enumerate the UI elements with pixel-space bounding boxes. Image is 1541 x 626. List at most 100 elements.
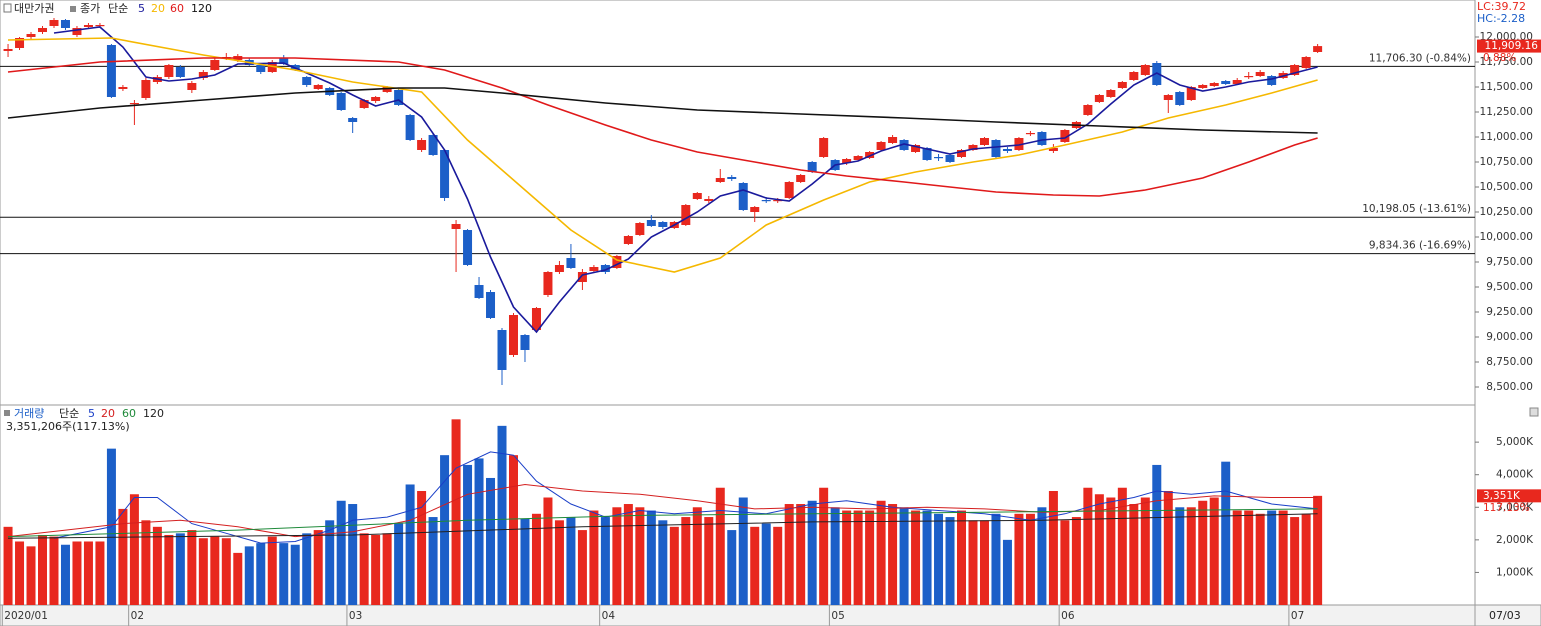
candle-body	[394, 90, 404, 105]
volume-bar	[15, 541, 25, 605]
candle-body	[1186, 87, 1196, 100]
volume-bar	[175, 533, 185, 605]
candle-body	[612, 256, 622, 268]
y-tick-label: 11,500.00	[1480, 81, 1533, 93]
candle-body	[49, 20, 59, 26]
candle-body	[934, 157, 944, 159]
volume-ma-line	[7, 513, 1318, 539]
candle-body	[635, 223, 645, 235]
candle-body	[1267, 76, 1277, 85]
candle-body	[95, 25, 105, 27]
candle-body	[727, 177, 737, 179]
candle-body	[382, 87, 392, 92]
candle-body	[692, 193, 702, 199]
candle-body	[359, 100, 369, 108]
y-tick-label: 9,250.00	[1486, 306, 1533, 318]
candle-body	[945, 155, 955, 162]
volume-bar	[1117, 487, 1127, 605]
volume-bar	[1060, 520, 1070, 605]
volume-bar	[957, 510, 967, 605]
candle-body	[417, 140, 427, 150]
date-label: 07/03	[1489, 609, 1521, 622]
reference-label: 10,198.05 (-13.61%)	[1362, 203, 1471, 215]
volume-bar	[968, 520, 978, 605]
y-tick-label: 5,000K	[1496, 436, 1534, 448]
candle-body	[1163, 95, 1173, 100]
volume-bar	[531, 513, 541, 605]
candle-body	[1083, 105, 1093, 115]
candle-body	[348, 118, 358, 122]
volume-bar	[118, 508, 128, 605]
ma-type: 단순	[108, 2, 128, 15]
volume-bar	[600, 517, 610, 605]
volume-bar	[945, 517, 955, 605]
candle-body	[1313, 46, 1323, 52]
x-tick-label: 07	[1291, 610, 1304, 622]
last-price-box	[1477, 39, 1541, 53]
legend-entry: 5	[138, 2, 145, 15]
volume-bar	[382, 533, 392, 605]
volume-bar	[1267, 510, 1277, 605]
candle-body	[256, 65, 266, 72]
hc-label: HC:-2.28	[1477, 12, 1525, 25]
candle-body	[1198, 85, 1208, 88]
candle-body	[922, 148, 932, 160]
volume-bar	[244, 546, 254, 605]
candle-body	[888, 137, 898, 143]
candle-body	[761, 200, 771, 202]
volume-bar	[669, 526, 679, 605]
candle-body	[1290, 65, 1300, 75]
y-tick-label: 2,000K	[1496, 534, 1534, 546]
volume-bar	[991, 513, 1001, 605]
volume-bar	[95, 541, 105, 605]
candle-body	[198, 72, 208, 78]
legend-entry: 60	[122, 407, 136, 420]
candle-body	[1140, 65, 1150, 75]
volume-bar	[141, 520, 151, 605]
candle-body	[750, 207, 760, 212]
chart-title: 대만가권	[14, 2, 54, 15]
volume-bar	[417, 490, 427, 605]
volume-bar	[371, 534, 381, 605]
volume-bar	[761, 523, 771, 605]
volume-bar	[451, 419, 461, 605]
volume-bar	[750, 526, 760, 605]
volume-bar	[704, 517, 714, 605]
price-field: 종가	[80, 2, 100, 15]
volume-bar	[819, 487, 829, 605]
candle-body	[129, 103, 139, 105]
price-ma-line	[7, 57, 1318, 197]
chart-icon[interactable]	[3, 3, 12, 13]
candle-body	[302, 77, 312, 85]
candle-body	[681, 205, 691, 225]
volume-bar	[1129, 504, 1139, 605]
candle-body	[313, 85, 323, 89]
candle-body	[1117, 82, 1127, 88]
x-tick-label: 04	[602, 610, 616, 622]
candle-body	[336, 93, 346, 110]
volume-bar	[26, 546, 36, 605]
volume-bar	[1278, 510, 1288, 605]
legend-entry: 120	[143, 407, 164, 420]
pane-button[interactable]	[1529, 407, 1539, 417]
candle-body	[819, 138, 829, 157]
candle-body	[623, 236, 633, 244]
y-tick-label: 9,500.00	[1486, 281, 1533, 293]
candle-body	[577, 272, 587, 282]
candle-body	[876, 142, 886, 150]
candle-body	[646, 220, 656, 226]
volume-bar	[1014, 513, 1024, 605]
volume-bar	[979, 520, 989, 605]
candle-body	[796, 175, 806, 182]
candle-body	[1301, 57, 1311, 68]
y-tick-label: 1,000K	[1496, 566, 1534, 578]
volume-bar	[508, 455, 518, 605]
volume-bar	[681, 517, 691, 605]
volume-bar	[486, 477, 496, 605]
volume-bar	[1175, 507, 1185, 605]
candle-body	[807, 162, 817, 172]
candle-body	[773, 200, 783, 202]
candle-body	[175, 67, 185, 77]
volume-bar	[830, 507, 840, 605]
x-tick-label: 2020/01	[4, 610, 48, 622]
